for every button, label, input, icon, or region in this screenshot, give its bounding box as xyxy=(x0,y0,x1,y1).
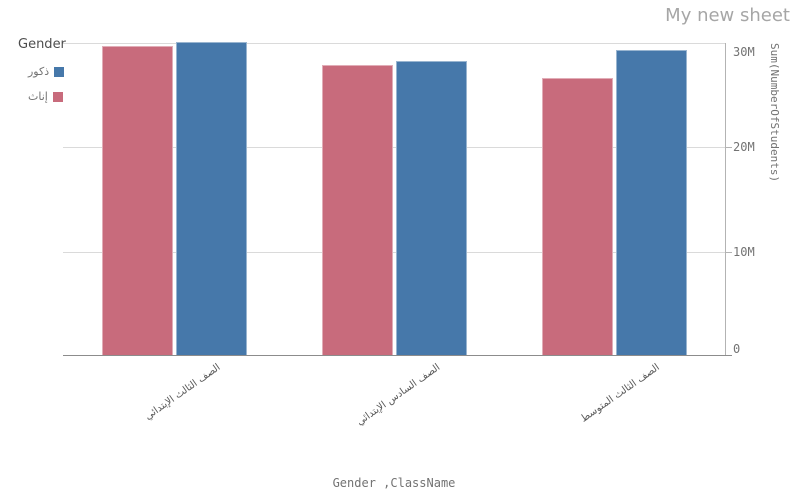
legend-item-label: إناث xyxy=(28,90,48,103)
bar-إناث-2[interactable] xyxy=(321,65,393,356)
legend-swatch xyxy=(52,91,63,102)
x-category-label: الصف الثالث المتوسط xyxy=(579,361,663,425)
gridline xyxy=(63,147,725,149)
legend-item-label: ذكور xyxy=(28,65,50,78)
gridline xyxy=(63,43,725,44)
bar-ذكور-3[interactable] xyxy=(615,50,687,356)
legend-title: Gender xyxy=(18,37,66,52)
y-tick-label: 20M xyxy=(733,140,755,155)
x-axis-line xyxy=(63,355,732,356)
y-axis-line xyxy=(725,43,726,356)
plot-area xyxy=(63,42,725,356)
bar-ذكور-2[interactable] xyxy=(395,61,467,356)
x-category-label: الصف السادس الإبتدائي xyxy=(354,361,443,428)
sheet-title: My new sheet xyxy=(665,5,790,26)
bar-ذكور-1[interactable] xyxy=(175,42,247,356)
legend-item[interactable]: إناث xyxy=(18,84,66,109)
y-axis-title: Sum(NumberOfStudents) xyxy=(768,43,781,183)
gridline xyxy=(63,251,725,253)
legend-swatch xyxy=(54,66,65,77)
legend-item[interactable]: ذكور xyxy=(18,59,66,84)
x-category-label: الصف الثالث الإبتدائي xyxy=(142,361,223,423)
legend-items: ذكور إناث xyxy=(18,59,66,109)
y-tick-label: 30M xyxy=(733,45,755,59)
y-tick-label: 10M xyxy=(733,244,755,259)
x-axis-title: Gender ,ClassName xyxy=(332,476,456,490)
y-tick-mark xyxy=(725,147,732,149)
chart-legend: Gender ذكور إناث xyxy=(18,37,66,109)
bar-إناث-3[interactable] xyxy=(541,78,613,356)
y-tick-label: 0 xyxy=(733,342,741,356)
bar-إناث-1[interactable] xyxy=(101,46,173,356)
y-tick-mark xyxy=(725,251,732,253)
